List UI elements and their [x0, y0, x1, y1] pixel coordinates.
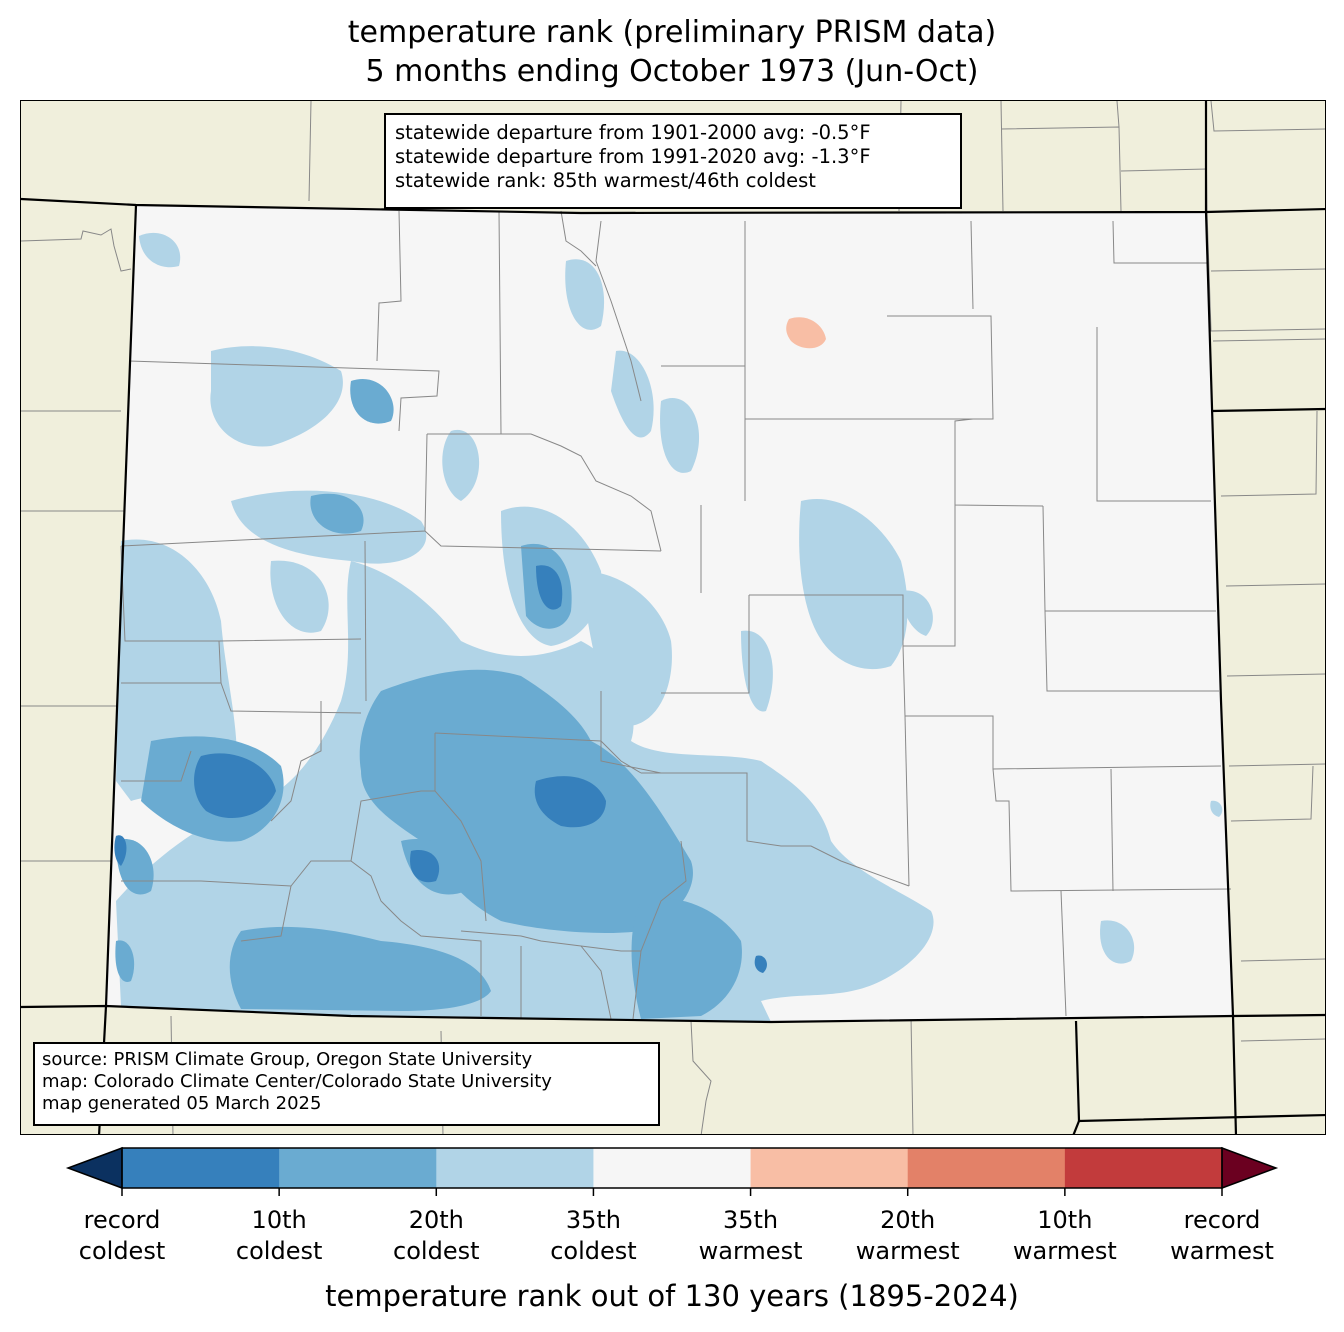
colorbar-tick-label: 10th coldest [199, 1205, 359, 1267]
tick-label-category: coldest [235, 1237, 323, 1265]
colorbar-tick-label: record warmest [1142, 1205, 1302, 1267]
tick-label-rank: 35th [565, 1206, 621, 1234]
colorbar-under-arrow [65, 1146, 123, 1190]
statewide-rank: statewide rank: 85th warmest/46th coldes… [395, 169, 816, 192]
tick-label-rank: 20th [880, 1206, 936, 1234]
departure-1901-2000: statewide departure from 1901-2000 avg: … [395, 121, 871, 144]
colorbar-bin [593, 1148, 752, 1188]
tick-label-rank: 35th [722, 1206, 779, 1234]
colorbar-bin [436, 1148, 594, 1188]
colorado-map: statewide departure from 1901-2000 avg: … [20, 100, 1326, 1135]
map-credit-line: map: Colorado Climate Center/Colorado St… [42, 1071, 552, 1092]
tick-label-category: warmest [1012, 1237, 1117, 1265]
source-box: source: PRISM Climate Group, Oregon Stat… [33, 1042, 660, 1126]
county-lines [120, 210, 1232, 1020]
colorbar-tick-label: record coldest [42, 1205, 202, 1267]
colorbar-over-arrow [1221, 1146, 1279, 1190]
colorbar-bin [750, 1148, 909, 1188]
colorbar-bin [907, 1148, 1066, 1188]
colorbar-bin [279, 1148, 437, 1188]
colorbar-bin [1064, 1148, 1223, 1188]
map-subtitle: 5 months ending October 1973 (Jun-Oct) [365, 54, 979, 89]
colorbar-bins [122, 1148, 1223, 1188]
colorbar-tick-label: 35th coldest [513, 1205, 673, 1267]
colorbar-title: temperature rank out of 130 years (1895-… [325, 1279, 1019, 1313]
tick-label-rank: 10th [1037, 1206, 1093, 1234]
colorbar [65, 1146, 1279, 1196]
colorbar-bin [122, 1148, 280, 1188]
tick-label-category: warmest [855, 1237, 960, 1265]
map-title: temperature rank (preliminary PRISM data… [347, 15, 997, 50]
colorbar-tick-label: 20th coldest [356, 1205, 516, 1267]
colorbar-tick-label: 10th warmest [985, 1205, 1145, 1267]
tick-label-category: warmest [1170, 1237, 1274, 1265]
colorbar-ticks [121, 1188, 1223, 1196]
map-canvas [21, 101, 1325, 1134]
tick-label-rank: record [83, 1206, 161, 1234]
tick-label-category: coldest [393, 1237, 480, 1265]
colorbar-tick-label: 20th warmest [828, 1205, 988, 1267]
departure-1991-2020: statewide departure from 1991-2020 avg: … [395, 145, 871, 168]
colorbar-tick-label: 35th warmest [671, 1205, 831, 1267]
source-line: source: PRISM Climate Group, Oregon Stat… [42, 1049, 533, 1070]
generated-date-line: map generated 05 March 2025 [42, 1093, 322, 1114]
colorbar-frame [121, 1147, 1223, 1189]
tick-label-category: warmest [698, 1237, 803, 1265]
tick-label-category: coldest [78, 1237, 166, 1265]
statewide-summary-box: statewide departure from 1901-2000 avg: … [384, 113, 962, 209]
rank-shading [114, 232, 1223, 1022]
tick-label-rank: 10th [251, 1206, 307, 1234]
tick-label-rank: 20th [408, 1206, 464, 1234]
tick-label-category: coldest [550, 1237, 637, 1265]
tick-label-rank: record [1183, 1206, 1261, 1234]
